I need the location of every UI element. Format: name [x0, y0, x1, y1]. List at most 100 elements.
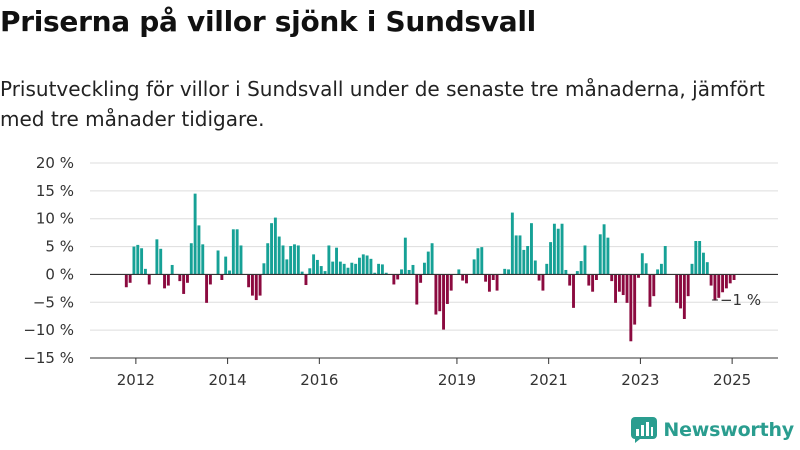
y-tick-label: 0 %	[45, 265, 74, 283]
bar	[648, 274, 652, 307]
bar	[373, 272, 377, 275]
brand-logo[interactable]: Newsworthy	[631, 414, 794, 446]
bar	[266, 243, 270, 275]
bar	[197, 225, 201, 275]
end-value-label: −1 %	[720, 291, 761, 309]
brand-name: Newsworthy	[663, 419, 794, 441]
bar	[625, 274, 629, 303]
bar	[254, 274, 258, 301]
bar	[166, 274, 170, 286]
bar	[682, 274, 686, 319]
bar	[679, 274, 682, 309]
bar	[354, 263, 358, 275]
bar	[201, 244, 205, 275]
y-tick-label: −10 %	[23, 321, 74, 339]
bar	[552, 223, 556, 275]
bar	[637, 274, 640, 278]
x-tick-label: 2025	[713, 371, 751, 389]
bar	[350, 262, 354, 275]
bar	[598, 234, 602, 275]
bar	[614, 274, 617, 303]
x-tick-label: 2012	[117, 371, 155, 389]
bar	[331, 261, 335, 275]
newsworthy-logo-icon	[631, 417, 658, 443]
bar	[365, 255, 369, 275]
bar	[308, 268, 312, 275]
bar	[549, 242, 553, 275]
bar	[235, 229, 239, 275]
bar	[457, 269, 461, 275]
y-tick-label: 15 %	[36, 182, 74, 200]
bar	[675, 274, 679, 303]
bar	[438, 274, 442, 312]
bar	[407, 269, 411, 275]
chart-area: 20 % 15 % 10 % 5 % 0 % −5 % −10 % −15 % 2012 2014…	[0, 145, 800, 400]
bar	[518, 235, 522, 275]
bar	[491, 274, 495, 280]
bar	[644, 263, 648, 275]
bar	[335, 247, 338, 275]
bar	[136, 244, 140, 275]
bar	[484, 274, 488, 282]
chart-title: Priserna på villor sjönk i Sundsvall	[0, 5, 536, 38]
bar	[415, 274, 419, 305]
axes: 20 % 15 % 10 % 5 % 0 % −5 % −10 % −15 % 2012 2014…	[23, 154, 778, 389]
bar	[273, 217, 277, 275]
bar	[522, 249, 526, 275]
bar	[193, 193, 197, 275]
bar	[216, 250, 220, 275]
x-tick-label: 2021	[530, 371, 568, 389]
bar	[568, 274, 572, 286]
bar	[128, 274, 132, 283]
bar	[564, 269, 568, 275]
bar	[572, 274, 575, 308]
bar	[419, 274, 423, 283]
bar	[140, 248, 144, 275]
bar	[629, 274, 633, 342]
bar	[530, 223, 533, 275]
bar	[732, 274, 736, 280]
bar	[170, 264, 174, 275]
bar	[124, 274, 128, 288]
y-tick-label: 10 %	[36, 210, 74, 228]
bar	[717, 274, 721, 298]
bar	[426, 251, 430, 275]
bar	[296, 245, 300, 275]
bar	[392, 274, 396, 285]
bar	[487, 274, 491, 292]
bar	[315, 259, 319, 275]
bar	[358, 257, 361, 275]
bar	[228, 270, 231, 275]
bar	[400, 269, 403, 275]
bar	[587, 274, 591, 286]
bar	[384, 272, 388, 275]
bar	[659, 263, 663, 275]
bar	[541, 274, 545, 291]
bar	[633, 274, 637, 325]
bar	[155, 239, 159, 275]
bar	[583, 245, 587, 275]
bar	[461, 274, 465, 281]
bar	[690, 263, 694, 275]
bar	[514, 235, 518, 275]
bar	[239, 245, 243, 275]
bar	[319, 266, 323, 275]
bar	[545, 263, 549, 275]
bar	[652, 274, 656, 297]
bar	[422, 262, 426, 275]
bar	[465, 274, 468, 284]
bar	[361, 254, 365, 275]
bar	[411, 264, 415, 275]
bar	[262, 263, 266, 275]
bar	[258, 274, 262, 296]
bar	[709, 274, 713, 286]
bar	[594, 274, 598, 280]
x-tick-label: 2019	[438, 371, 476, 389]
bar	[224, 256, 228, 275]
bar	[713, 274, 717, 301]
bar	[445, 274, 449, 304]
x-tick-label: 2014	[209, 371, 247, 389]
bar	[602, 224, 606, 275]
bar	[449, 274, 453, 291]
bar	[231, 229, 235, 275]
